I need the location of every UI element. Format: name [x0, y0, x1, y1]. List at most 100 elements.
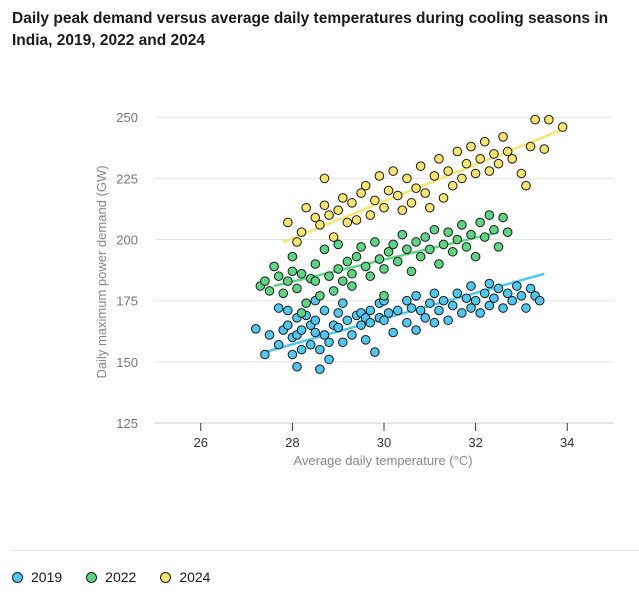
point-2024: [379, 202, 389, 213]
data-points: [250, 114, 568, 374]
point-2022: [484, 210, 495, 220]
point-2022: [402, 244, 412, 255]
point-2019: [283, 305, 293, 316]
point-2022: [292, 283, 302, 294]
point-2024: [420, 188, 431, 198]
point-2019: [337, 298, 348, 308]
point-2024: [370, 195, 380, 206]
point-2019: [383, 308, 394, 318]
point-2022: [356, 242, 366, 252]
point-2022: [315, 291, 325, 301]
legend-item-2019[interactable]: 2019: [12, 569, 62, 585]
point-2024: [475, 154, 485, 164]
point-2019: [466, 281, 476, 291]
point-2019: [319, 330, 330, 340]
x-tick-label: 28: [285, 435, 299, 450]
point-2019: [484, 300, 495, 311]
point-2024: [479, 136, 490, 147]
point-2024: [443, 166, 453, 176]
point-2019: [379, 315, 389, 326]
point-2019: [525, 283, 536, 294]
point-2022: [429, 224, 440, 235]
y-tick-label: 225: [116, 171, 138, 186]
point-2019: [402, 295, 412, 306]
point-2022: [420, 232, 431, 242]
point-2024: [493, 158, 504, 169]
x-tick-label: 30: [377, 435, 391, 450]
point-2019: [273, 339, 284, 350]
point-2019: [365, 317, 376, 328]
point-2019: [406, 303, 417, 313]
point-2024: [484, 166, 495, 176]
point-2024: [347, 198, 357, 208]
point-2022: [324, 271, 334, 282]
point-2019: [479, 288, 490, 299]
point-2024: [388, 166, 398, 176]
point-2022: [269, 261, 279, 272]
point-2022: [333, 239, 344, 250]
point-2019: [315, 364, 325, 374]
chart-title: Daily peak demand versus average daily t…: [12, 10, 609, 49]
point-2019: [273, 303, 284, 313]
point-2019: [475, 308, 485, 318]
point-2024: [516, 168, 527, 179]
scatter-chart: 125 150 175 200 225 250 26 28 30 32 34 Average dai…: [94, 110, 613, 468]
point-2022: [301, 298, 311, 308]
point-2022: [296, 268, 307, 279]
point-2019: [493, 283, 504, 294]
point-2019: [324, 337, 334, 348]
legend: 2019 2022 2024: [12, 569, 210, 585]
point-2024: [383, 185, 394, 196]
point-2024: [457, 173, 467, 184]
point-2022: [351, 251, 362, 262]
point-2024: [466, 141, 476, 152]
point-2024: [461, 158, 472, 169]
point-2022: [319, 244, 330, 255]
axis-ticks: 125 150 175 200 225 250 26 28 30 32 34: [116, 110, 574, 450]
point-2024: [411, 183, 421, 193]
point-2019: [333, 322, 344, 333]
point-2022: [493, 242, 504, 252]
point-2024: [438, 193, 449, 203]
point-2022: [502, 227, 513, 237]
point-2022: [379, 291, 389, 301]
point-2022: [498, 212, 508, 223]
point-2019: [466, 303, 476, 313]
point-2024: [301, 202, 311, 213]
point-2024: [425, 202, 435, 213]
point-2019: [452, 288, 463, 299]
point-2022: [287, 266, 298, 277]
point-2022: [434, 259, 444, 269]
point-2019: [315, 344, 325, 355]
legend-item-2022[interactable]: 2022: [86, 569, 136, 585]
point-2022: [475, 217, 485, 228]
point-2024: [415, 161, 426, 171]
legend-item-2024[interactable]: 2024: [160, 569, 210, 585]
point-2019: [516, 291, 527, 301]
point-2024: [470, 168, 481, 179]
point-2024: [447, 180, 458, 191]
point-2024: [283, 217, 293, 228]
point-2019: [356, 320, 366, 330]
point-2019: [507, 295, 518, 306]
point-2019: [498, 303, 508, 313]
point-2019: [484, 278, 495, 289]
point-2019: [342, 315, 353, 326]
point-2019: [438, 295, 449, 306]
point-2024: [502, 146, 513, 157]
point-2024: [296, 227, 307, 237]
point-2022: [466, 229, 476, 240]
point-2024: [351, 215, 362, 225]
point-2024: [319, 200, 330, 211]
point-2019: [534, 295, 545, 306]
legend-label-2019: 2019: [31, 569, 63, 585]
point-2019: [283, 320, 293, 330]
point-2019: [292, 361, 302, 372]
point-2022: [392, 256, 403, 267]
y-tick-label: 125: [116, 416, 138, 431]
point-2019: [296, 344, 307, 355]
point-2024: [374, 171, 385, 181]
point-2022: [365, 271, 376, 282]
point-2024: [397, 205, 408, 215]
point-2019: [347, 330, 357, 340]
